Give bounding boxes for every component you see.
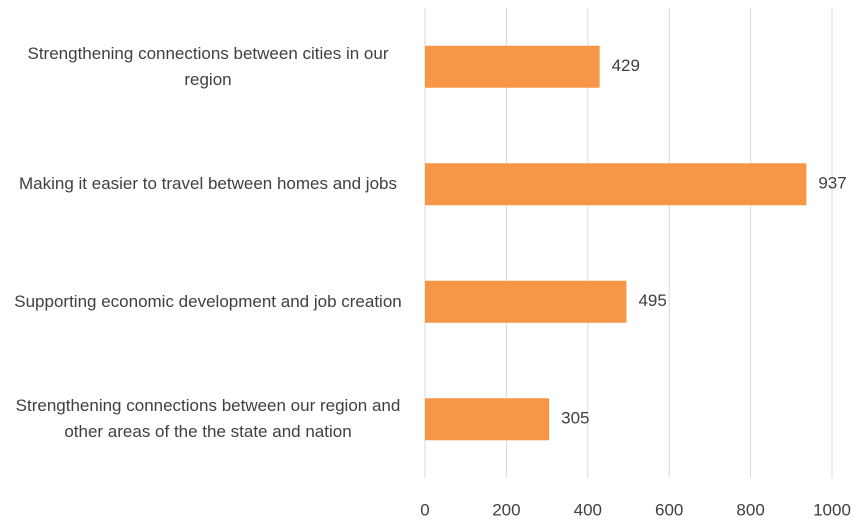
y-tick-label: Strengthening connections between our re… — [15, 396, 401, 442]
bar — [425, 45, 600, 88]
y-tick-label: Supporting economic development and job … — [14, 291, 402, 311]
bar — [425, 398, 550, 441]
bar — [425, 163, 807, 206]
x-tick-label: 400 — [574, 500, 602, 519]
value-label: 305 — [561, 409, 589, 428]
value-label: 495 — [638, 291, 666, 310]
bar — [425, 280, 627, 323]
value-label: 937 — [818, 174, 846, 193]
value-label: 429 — [612, 56, 640, 75]
x-tick-label: 800 — [736, 500, 764, 519]
x-tick-label: 0 — [420, 500, 429, 519]
y-tick-label: Making it easier to travel between homes… — [19, 174, 397, 194]
y-tick-label: Strengthening connections between cities… — [27, 43, 389, 89]
x-tick-label: 200 — [492, 500, 520, 519]
x-tick-label: 1000 — [813, 500, 851, 519]
x-tick-label: 600 — [655, 500, 683, 519]
